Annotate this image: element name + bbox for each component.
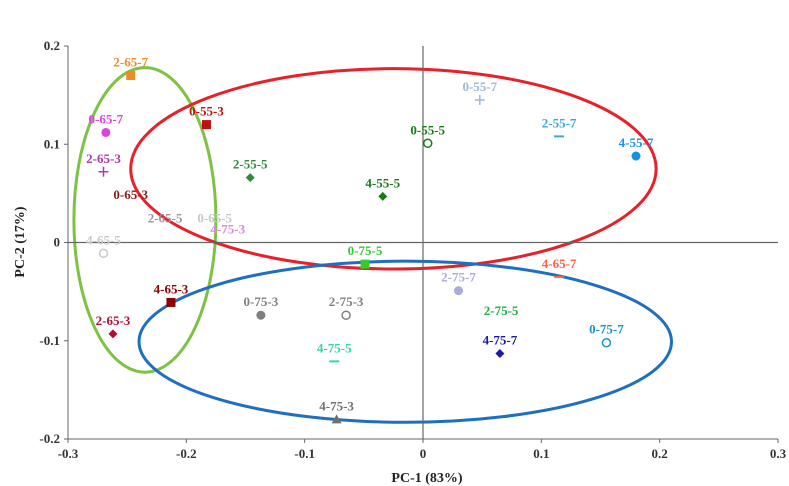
point-label: 2-75-7 — [441, 270, 476, 285]
point-0-75-7 — [601, 337, 612, 348]
point-4-65-5 — [98, 248, 109, 259]
y-tick-label: 0.2 — [44, 38, 60, 53]
point-4-55-7 — [631, 151, 641, 161]
point-0-55-3 — [201, 120, 211, 130]
y-tick-label: 0.1 — [44, 136, 60, 151]
point-4-65-3 — [166, 297, 176, 307]
cluster-ellipse-3 — [137, 259, 673, 424]
point-label: 2-75-5 — [484, 303, 519, 318]
point-label: 2-55-5 — [233, 157, 268, 172]
x-tick-label: 0.1 — [533, 446, 549, 461]
x-tick-label: 0.2 — [652, 446, 668, 461]
cluster-ellipse-1 — [72, 66, 218, 374]
x-tick-label: 0.3 — [770, 446, 787, 461]
point-label: 0-75-5 — [348, 243, 383, 258]
y-tick-label: -0.2 — [39, 431, 60, 446]
point-label: 2-65-3 — [86, 151, 121, 166]
point-label: 0-65-5 — [197, 211, 232, 226]
point-label: 4-55-7 — [619, 135, 654, 150]
point-label: 0-55-7 — [462, 79, 497, 94]
point-label: 2-65-3 — [96, 313, 131, 328]
x-tick-label: -0.3 — [58, 446, 79, 461]
y-axis-title: PC-2 (17%) — [13, 206, 28, 277]
point-0-75-5 — [360, 259, 370, 269]
cluster-ellipse-2 — [129, 67, 658, 271]
point-4-75-7 — [495, 349, 505, 359]
x-tick-label: 0 — [420, 446, 427, 461]
point-label: 2-75-3 — [329, 294, 364, 309]
point-0-55-5 — [422, 138, 433, 149]
data-points — [98, 70, 641, 424]
x-tick-label: -0.1 — [294, 446, 315, 461]
ellipse-layer — [72, 66, 673, 424]
point-label: 0-65-7 — [89, 111, 124, 126]
point-label: 4-75-7 — [483, 333, 518, 348]
point-label: 4-75-3 — [210, 222, 245, 237]
point-2-65-3 — [98, 166, 109, 177]
point-label: 0-55-5 — [410, 122, 445, 137]
point-label: 2-65-5 — [148, 211, 183, 226]
point-label: 0-65-3 — [113, 187, 148, 202]
y-tick-label: -0.1 — [39, 333, 60, 348]
point-label: 4-55-5 — [365, 175, 400, 190]
point-0-55-7 — [474, 95, 485, 106]
point-2-55-5 — [245, 173, 255, 183]
point-2-65-3 — [108, 329, 118, 339]
x-tick-label: -0.2 — [176, 446, 197, 461]
point-2-75-3 — [341, 310, 351, 320]
point-label: 2-55-7 — [542, 115, 577, 130]
point-label: 2-65-7 — [113, 54, 148, 69]
point-0-65-7 — [101, 127, 111, 137]
point-label: 4-75-5 — [317, 340, 352, 355]
point-4-55-5 — [378, 191, 388, 201]
point-labels: 2-65-7 0-65-7 2-65-3 0-65-3 4-65-5 2-65-5 0-65… — [86, 54, 654, 413]
point-label: 0-75-7 — [589, 322, 624, 337]
point-label: 0-55-3 — [189, 104, 224, 119]
x-axis-title: PC-1 (83%) — [391, 471, 462, 486]
point-label: 0-75-3 — [244, 294, 279, 309]
tick-labels: -0.3 -0.2 -0.1 0 0.1 0.2 0.3-0.2-0.100.10.2 — [39, 38, 786, 461]
point-2-65-7 — [126, 70, 136, 80]
point-label: 4-65-5 — [86, 232, 121, 247]
point-label: 4-75-3 — [319, 398, 354, 413]
point-4-75-3 — [331, 414, 342, 424]
point-label: 4-65-7 — [542, 256, 577, 271]
axes — [67, 46, 778, 440]
point-0-75-3 — [256, 310, 266, 320]
y-tick-label: 0 — [54, 235, 61, 250]
point-label: 4-65-3 — [154, 281, 189, 296]
point-2-75-7 — [454, 286, 463, 296]
